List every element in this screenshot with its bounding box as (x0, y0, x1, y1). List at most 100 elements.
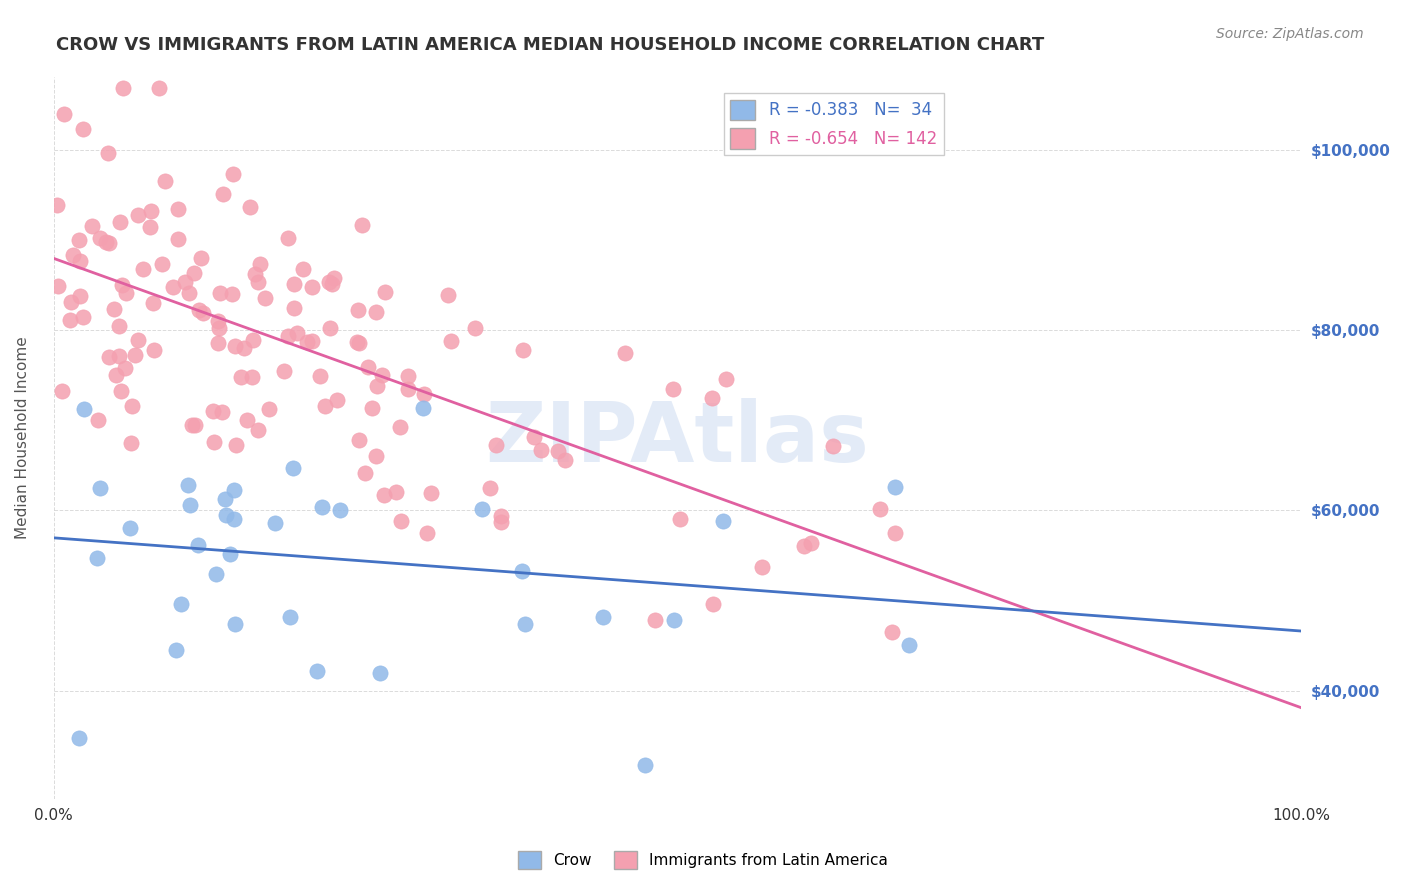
Point (412, 401, 434, 415)
Point (246, 424, 269, 438)
Point (592, 610, 614, 624)
Point (366, 378, 388, 392)
Point (396, 368, 419, 383)
Point (208, 285, 231, 300)
Point (72, 122, 94, 136)
Point (247, 275, 270, 289)
Point (139, 204, 162, 219)
Point (513, 616, 536, 631)
Point (416, 526, 439, 541)
Point (354, 466, 377, 480)
Point (644, 614, 666, 628)
Point (318, 276, 340, 290)
Point (183, 266, 205, 280)
Point (215, 508, 238, 522)
Point (869, 502, 891, 516)
Point (211, 405, 233, 419)
Point (669, 512, 692, 526)
Point (314, 399, 336, 413)
Point (257, 401, 280, 416)
Point (240, 370, 263, 384)
Text: Source: ZipAtlas.com: Source: ZipAtlas.com (1216, 27, 1364, 41)
Text: CROW VS IMMIGRANTS FROM LATIN AMERICA MEDIAN HOUSEHOLD INCOME CORRELATION CHART: CROW VS IMMIGRANTS FROM LATIN AMERICA ME… (56, 36, 1045, 54)
Point (385, 485, 408, 500)
Point (277, 329, 299, 343)
Point (478, 481, 501, 495)
Point (243, 268, 266, 282)
Point (249, 256, 271, 270)
Point (374, 285, 396, 300)
Point (239, 200, 262, 214)
Point (170, 598, 193, 612)
Point (207, 314, 229, 328)
Point (148, 80, 170, 95)
Point (69, 731, 91, 746)
Point (166, 202, 188, 216)
Point (321, 277, 343, 292)
Point (301, 334, 323, 348)
Point (202, 434, 225, 449)
Point (222, 167, 245, 181)
Legend: Crow, Immigrants from Latin America: Crow, Immigrants from Latin America (512, 845, 894, 875)
Point (440, 334, 463, 348)
Point (883, 480, 905, 494)
Point (87, 413, 110, 427)
Point (361, 401, 384, 416)
Point (179, 285, 201, 300)
Point (167, 232, 190, 246)
Point (322, 271, 344, 285)
Point (413, 386, 436, 401)
Point (713, 514, 735, 528)
Point (485, 438, 508, 452)
Point (72, 310, 94, 324)
Point (173, 275, 195, 289)
Point (883, 526, 905, 541)
Point (110, 215, 132, 229)
Point (188, 302, 211, 317)
Point (224, 339, 246, 353)
Point (46, 279, 69, 293)
Point (165, 643, 187, 657)
Point (700, 391, 723, 405)
Point (45, 198, 67, 212)
Point (285, 326, 308, 341)
Point (662, 382, 685, 396)
Point (346, 335, 368, 350)
Point (349, 433, 371, 447)
Point (120, 521, 142, 535)
Point (880, 625, 903, 640)
Point (124, 348, 146, 362)
Point (207, 336, 229, 351)
Point (190, 251, 212, 265)
Point (205, 566, 228, 581)
Point (121, 399, 143, 413)
Point (547, 443, 569, 458)
Point (89, 481, 111, 495)
Point (364, 449, 387, 463)
Point (127, 208, 149, 222)
Point (530, 443, 553, 458)
Point (389, 420, 412, 434)
Point (751, 560, 773, 574)
Point (318, 321, 340, 335)
Point (111, 80, 134, 95)
Point (436, 288, 458, 302)
Point (62, 248, 84, 262)
Point (103, 301, 125, 316)
Point (222, 483, 245, 498)
Point (283, 277, 305, 291)
Point (510, 564, 533, 578)
Point (229, 370, 252, 384)
Point (352, 219, 374, 233)
Point (105, 368, 128, 383)
Point (51, 384, 73, 398)
Point (131, 261, 153, 276)
Point (120, 436, 142, 450)
Point (373, 487, 395, 501)
Point (489, 508, 512, 523)
Point (224, 511, 246, 525)
Point (60, 294, 83, 309)
Point (186, 538, 208, 552)
Point (143, 343, 166, 357)
Point (489, 516, 512, 530)
